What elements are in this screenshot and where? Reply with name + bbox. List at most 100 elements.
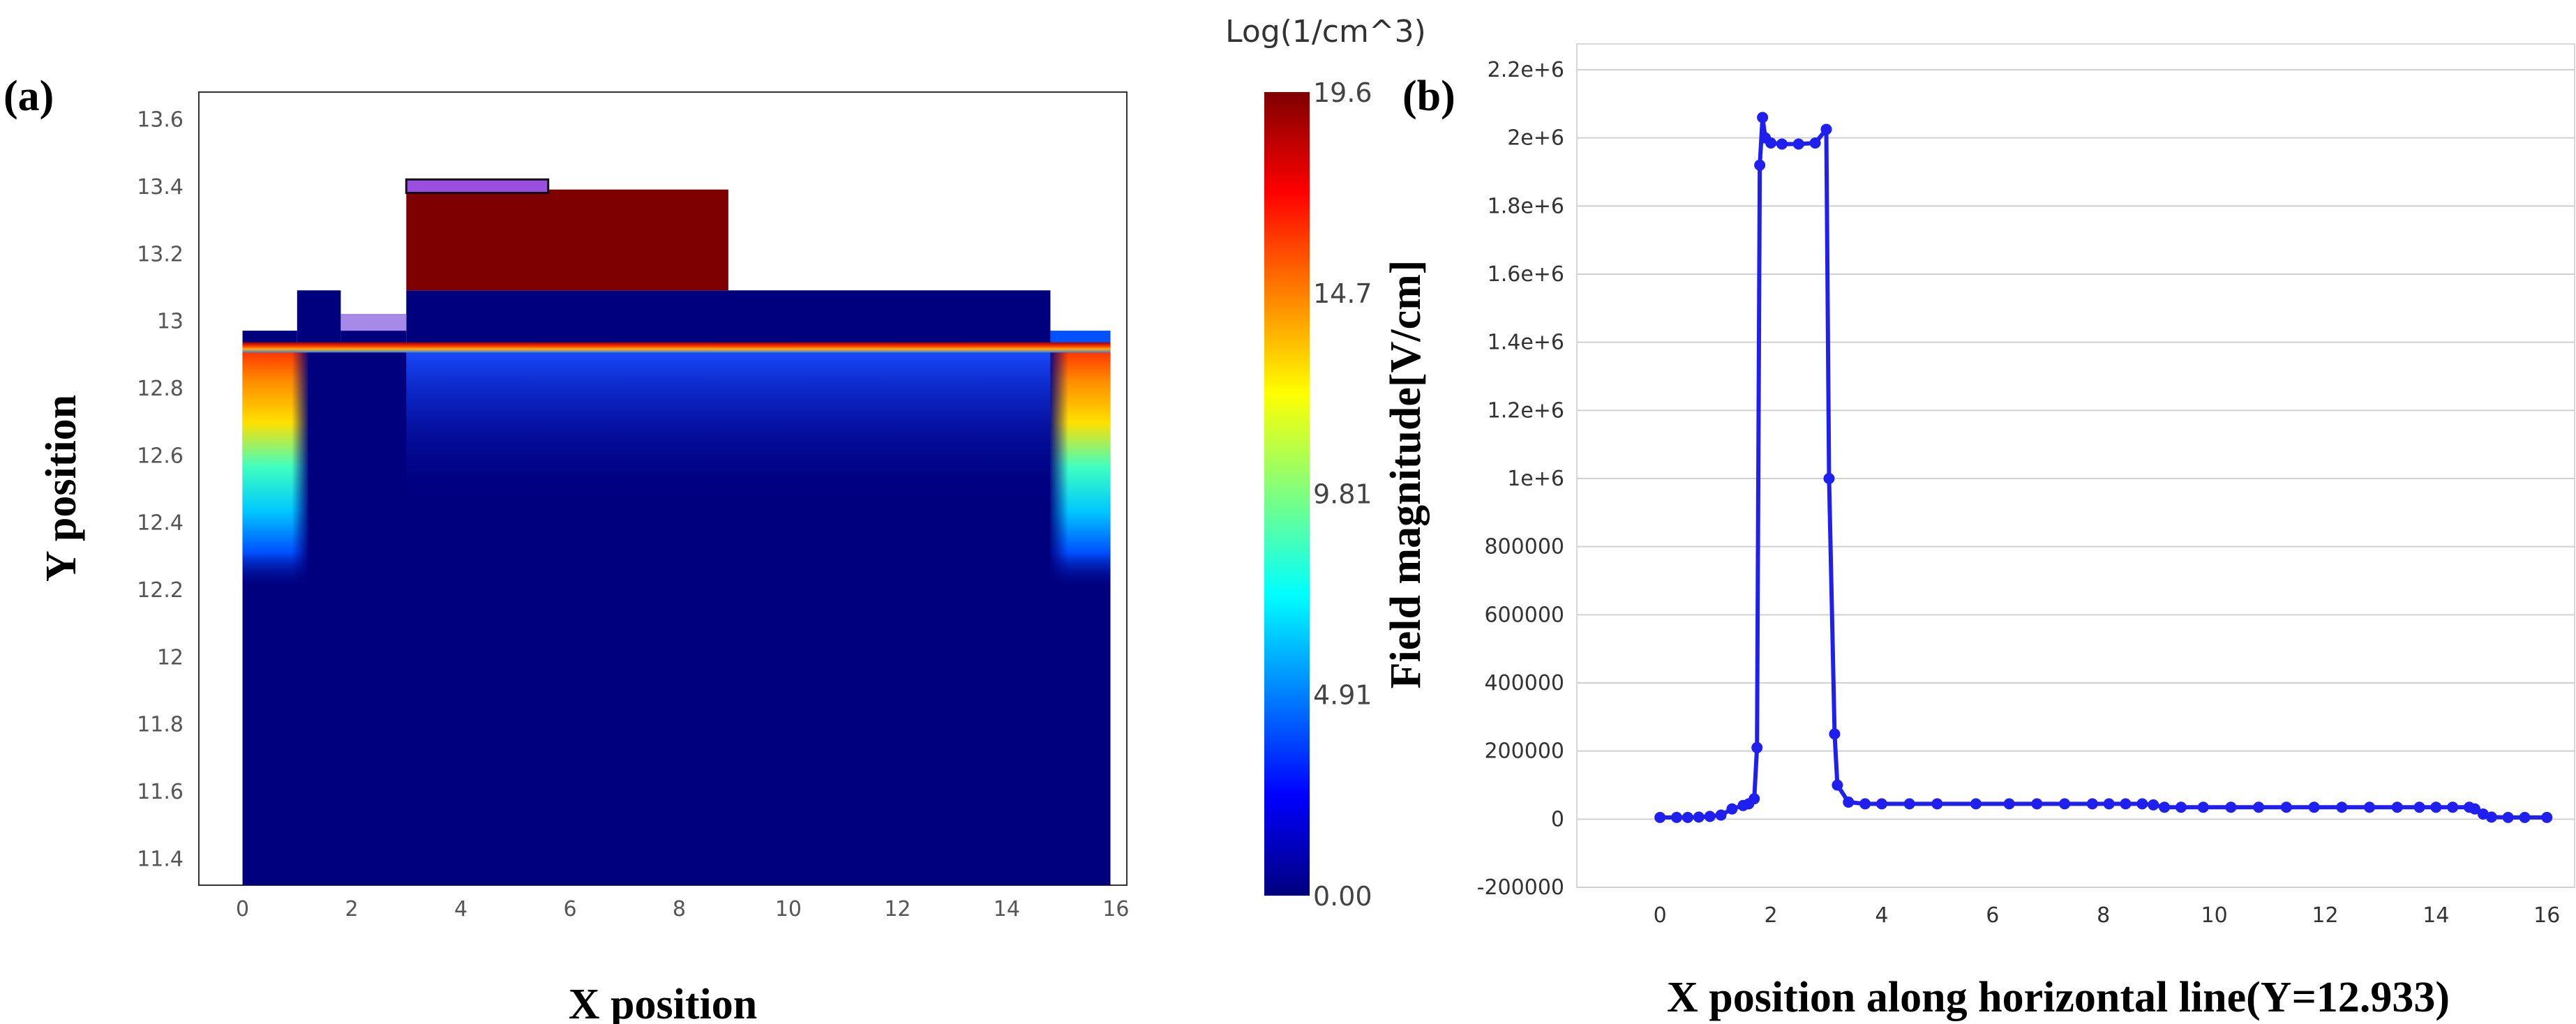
panel-b-x-axis-title: X position along horizontal line(Y=12.93…	[1667, 974, 2450, 1021]
y-tick-label: 1.4e+6	[1488, 331, 1564, 355]
data-point	[2447, 801, 2459, 813]
colorbar-tick-label: 9.81	[1313, 479, 1372, 509]
panel-b-grid	[1577, 69, 2575, 888]
channel-surface	[242, 342, 1111, 353]
colorbar-tick-label: 0.00	[1313, 881, 1372, 912]
y-tick-label: 600000	[1484, 603, 1564, 627]
data-point	[1903, 798, 1915, 810]
data-point	[2541, 811, 2553, 823]
data-point	[1823, 473, 1835, 484]
data-point	[1809, 137, 1821, 149]
data-point	[2148, 799, 2159, 811]
y-tick-label: 400000	[1484, 671, 1564, 695]
data-point	[1843, 796, 1855, 808]
data-point	[1751, 741, 1763, 753]
region-device_layer	[1050, 331, 1111, 345]
data-point	[1754, 159, 1766, 171]
data-point	[2120, 798, 2132, 810]
panel-a-label: (a)	[3, 73, 54, 120]
left-well-fade	[242, 344, 308, 590]
data-point	[1671, 811, 1682, 823]
data-point	[2031, 798, 2043, 810]
x-tick-label: 10	[775, 897, 802, 921]
data-point	[2280, 801, 2292, 813]
y-tick-label: 1e+6	[1507, 467, 1564, 491]
data-point	[2336, 801, 2348, 813]
x-tick-label: 8	[673, 897, 686, 921]
y-tick-label: 13.6	[137, 108, 184, 133]
region-contact	[340, 313, 407, 331]
panel-b-plot-frame	[1576, 43, 2575, 888]
region-device_layer	[340, 331, 407, 345]
data-point	[2502, 811, 2514, 823]
data-point	[2469, 803, 2480, 815]
x-tick-label: 16	[1102, 897, 1129, 921]
series-line	[1660, 115, 2547, 820]
y-tick-label: 2.2e+6	[1488, 58, 1564, 82]
colorbar-ticks: 19.6 14.7 9.81 4.91 0.00	[1313, 77, 1372, 912]
y-tick-label: 13.2	[137, 242, 184, 266]
data-point	[1654, 811, 1666, 823]
data-point	[2485, 811, 2497, 823]
data-point	[1682, 811, 1693, 823]
data-point	[2175, 801, 2187, 813]
x-tick-label: 6	[563, 897, 576, 921]
data-point	[1970, 798, 1982, 810]
data-point	[1765, 137, 1777, 149]
y-tick-label: 13.4	[137, 175, 184, 199]
data-point	[1792, 138, 1804, 150]
data-point	[1776, 138, 1788, 150]
x-tick-label: 8	[2097, 903, 2110, 928]
data-point	[1829, 728, 1841, 740]
data-point	[2430, 801, 2442, 813]
x-tick-label: 10	[2201, 903, 2228, 928]
region-device_layer	[242, 331, 297, 345]
y-tick-label: -200000	[1477, 875, 1564, 900]
panel-b-label: (b)	[1402, 73, 1455, 120]
data-point	[2086, 798, 2098, 810]
x-tick-label: 0	[236, 897, 249, 921]
colorbar-tick-label: 4.91	[1313, 679, 1372, 710]
colorbar-tick-label: 19.6	[1313, 77, 1372, 108]
x-tick-label: 0	[1654, 903, 1667, 928]
region-device_layer	[406, 290, 1051, 345]
y-tick-label: 2e+6	[1507, 126, 1564, 151]
panel-a-y-axis-title: Y position	[38, 395, 85, 582]
panel-b-x-ticks: 0 2 4 6 8 10 12 14 16	[1654, 903, 2561, 928]
y-tick-label: 13	[157, 310, 184, 334]
contact-outline	[405, 178, 550, 195]
region-device_layer	[297, 290, 341, 345]
data-point	[2519, 811, 2531, 823]
y-tick-label: 0	[1551, 807, 1564, 831]
y-tick-label: 12	[157, 645, 184, 670]
y-tick-label: 12.4	[137, 511, 184, 536]
data-point	[1704, 811, 1716, 822]
data-point	[1715, 809, 1727, 821]
y-tick-label: 11.6	[137, 780, 184, 804]
panel-a-heatmap: (a) 0 2 4 6 8 10 12 14 16 11.4 11.6 11.8 12 12.2 12.4…	[3, 14, 1426, 1024]
data-point	[2059, 798, 2071, 810]
data-point	[1832, 779, 1843, 791]
data-point	[2225, 801, 2237, 813]
y-tick-label: 800000	[1484, 535, 1564, 559]
y-tick-label: 12.2	[137, 578, 184, 603]
data-point	[2136, 798, 2148, 810]
colorbar-tick-label: 14.7	[1313, 278, 1372, 309]
data-point	[1820, 123, 1832, 135]
data-point	[2308, 801, 2320, 813]
data-point	[2103, 798, 2115, 810]
panel-a-x-ticks: 0 2 4 6 8 10 12 14 16	[236, 897, 1129, 921]
panel-b-line-chart: (b) 0 2 4 6 8 10 12 14 16 2.2e+6 2e+6 1.8e+6 1.6e+6…	[1382, 43, 2575, 1021]
y-tick-label: 12.8	[137, 377, 184, 401]
y-tick-label: 1.6e+6	[1488, 262, 1564, 287]
data-point	[2197, 801, 2209, 813]
y-tick-label: 200000	[1484, 739, 1564, 764]
data-point	[1726, 803, 1738, 815]
data-point	[2253, 801, 2265, 813]
x-tick-label: 4	[454, 897, 467, 921]
x-tick-label: 6	[1986, 903, 1999, 928]
data-point	[2159, 801, 2171, 813]
x-tick-label: 2	[1765, 903, 1778, 928]
data-point	[1875, 798, 1887, 810]
y-tick-label: 12.6	[137, 444, 184, 468]
